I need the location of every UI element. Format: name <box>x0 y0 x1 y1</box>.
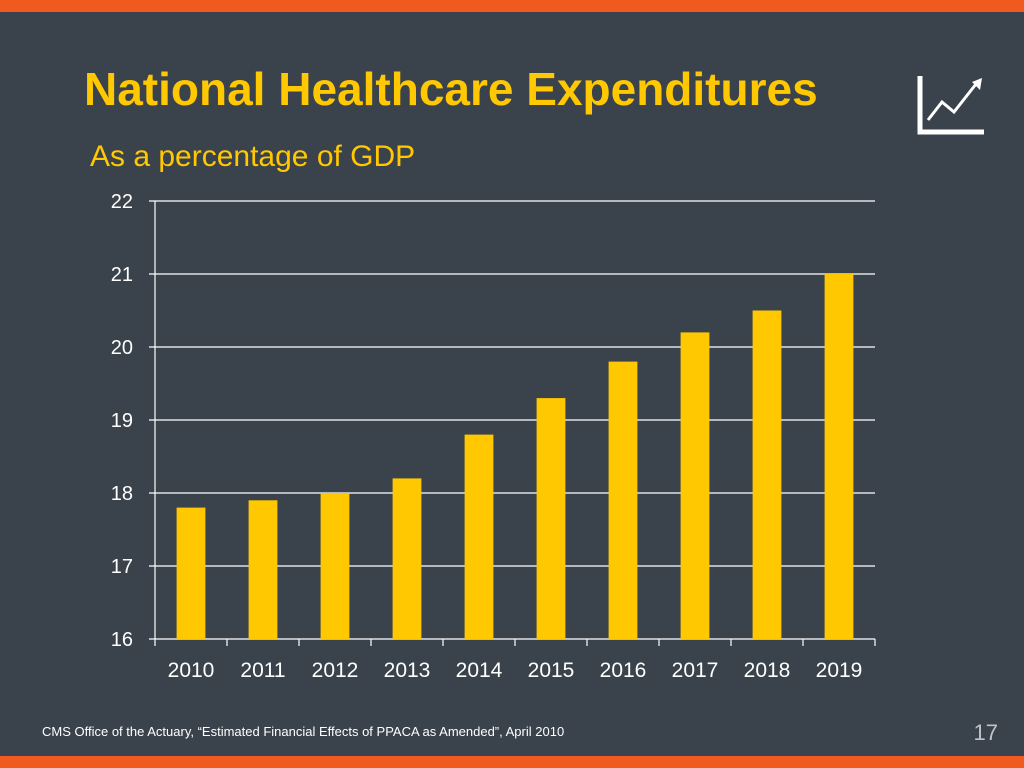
bar-2017 <box>680 332 710 639</box>
x-tick-label: 2017 <box>672 659 719 682</box>
y-tick-label: 18 <box>111 483 133 505</box>
x-tick-label: 2011 <box>240 659 285 682</box>
x-tick-label: 2013 <box>384 659 431 682</box>
page-number: 17 <box>973 720 998 745</box>
x-tick-label: 2014 <box>456 659 503 682</box>
slide-subtitle: As a percentage of GDP <box>90 140 416 173</box>
bar-2010 <box>176 507 206 639</box>
trend-up-chart-icon <box>917 76 984 135</box>
bar-2015 <box>536 398 566 639</box>
x-tick-label: 2015 <box>528 659 575 682</box>
bar-2016 <box>608 361 638 639</box>
x-tick-label: 2012 <box>312 659 359 682</box>
bar-2013 <box>392 478 422 639</box>
x-tick-label: 2019 <box>816 659 863 682</box>
x-tick-label: 2018 <box>744 659 791 682</box>
slide-title: National Healthcare Expenditures <box>84 63 818 115</box>
y-tick-label: 21 <box>111 264 133 286</box>
x-tick-label: 2010 <box>168 659 215 682</box>
y-tick-label: 20 <box>111 337 133 359</box>
y-tick-label: 22 <box>111 191 133 213</box>
bottom-accent-stripe <box>0 756 1024 768</box>
bar-2011 <box>248 500 278 639</box>
y-tick-label: 19 <box>111 410 133 432</box>
bar-2012 <box>320 493 350 639</box>
bar-2019 <box>824 274 854 639</box>
x-tick-label: 2016 <box>600 659 647 682</box>
source-citation: CMS Office of the Actuary, “Estimated Fi… <box>42 724 565 739</box>
y-tick-label: 17 <box>111 556 133 578</box>
bar-2014 <box>464 434 494 639</box>
top-accent-stripe <box>0 0 1024 12</box>
bar-2018 <box>752 310 782 639</box>
y-tick-label: 16 <box>111 629 133 651</box>
